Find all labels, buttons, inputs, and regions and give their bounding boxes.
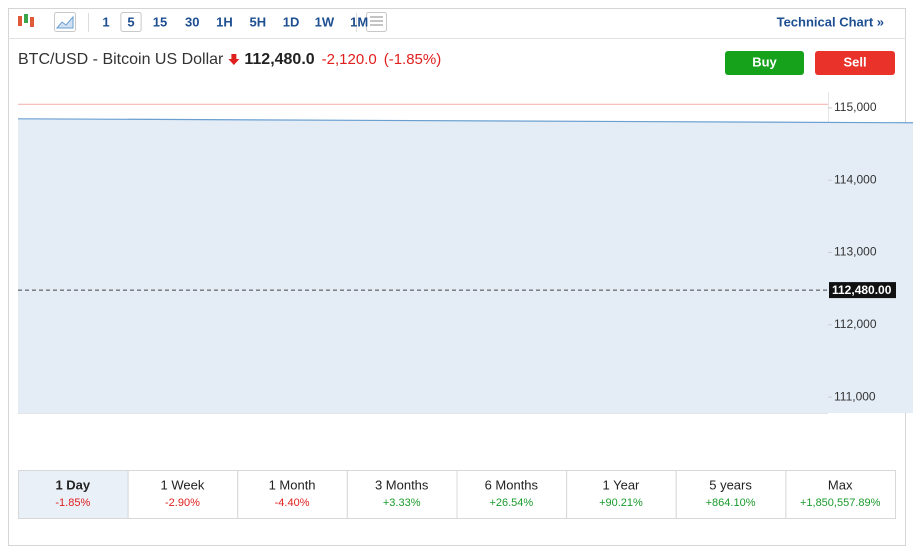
performance-change[interactable]: +1,850,557.89% bbox=[800, 497, 881, 509]
performance-cell[interactable] bbox=[566, 470, 677, 519]
interval-button[interactable]: 1H bbox=[216, 14, 233, 29]
table-icon[interactable] bbox=[366, 12, 387, 32]
interval-button[interactable]: 15 bbox=[153, 14, 167, 29]
y-tick-label: 112,000 bbox=[834, 317, 877, 331]
y-tick-label: 113,000 bbox=[834, 245, 877, 259]
performance-cell[interactable] bbox=[456, 470, 568, 519]
performance-period[interactable]: 6 Months bbox=[485, 477, 539, 492]
interval-button[interactable]: 1M bbox=[350, 14, 368, 29]
instrument-title: BTC/USD - Bitcoin US Dollar bbox=[18, 51, 224, 68]
performance-cell[interactable] bbox=[785, 470, 896, 519]
sell-button[interactable] bbox=[815, 51, 895, 75]
y-tick-label: 115,000 bbox=[834, 100, 877, 114]
buy-button[interactable] bbox=[725, 51, 804, 75]
price-change: -2,120.0 bbox=[322, 51, 377, 68]
performance-cell[interactable] bbox=[346, 470, 458, 519]
performance-change[interactable]: -2.90% bbox=[165, 497, 200, 509]
price-area bbox=[18, 118, 913, 413]
performance-change[interactable]: +90.21% bbox=[599, 497, 643, 509]
performance-period[interactable]: Max bbox=[828, 477, 853, 492]
performance-period[interactable]: 1 Week bbox=[161, 477, 205, 492]
interval-button[interactable]: 5H bbox=[249, 14, 266, 29]
performance-period[interactable]: 3 Months bbox=[375, 477, 429, 492]
performance-cell[interactable] bbox=[675, 470, 787, 519]
y-tick-label: 114,000 bbox=[834, 172, 877, 186]
performance-period[interactable]: 1 Year bbox=[603, 477, 641, 492]
last-price-label: 112,480.00 bbox=[832, 283, 892, 297]
y-tick-label: 111,000 bbox=[834, 389, 876, 403]
interval-button[interactable]: 1D bbox=[283, 14, 300, 29]
buy-label[interactable]: Buy bbox=[752, 54, 777, 69]
performance-change[interactable]: -4.40% bbox=[275, 497, 310, 509]
performance-period[interactable]: 5 years bbox=[709, 477, 752, 492]
interval-button[interactable]: 1W bbox=[315, 14, 335, 29]
down-arrow bbox=[228, 54, 240, 65]
performance-period[interactable]: 1 Month bbox=[269, 477, 316, 492]
last-price-box bbox=[829, 282, 896, 299]
table-icon-lines bbox=[370, 16, 383, 26]
interval-button[interactable]: 30 bbox=[185, 14, 199, 29]
performance-change[interactable]: +26.54% bbox=[489, 497, 533, 509]
performance-period[interactable]: 1 Day bbox=[55, 477, 90, 492]
sell-label[interactable]: Sell bbox=[843, 54, 866, 69]
interval-button[interactable]: 5 bbox=[127, 14, 134, 29]
area-icon-shape bbox=[55, 15, 74, 29]
performance-cell[interactable] bbox=[237, 470, 348, 519]
technical-chart-link[interactable]: Technical Chart » bbox=[777, 14, 884, 29]
performance-cell[interactable] bbox=[127, 470, 239, 519]
performance-change[interactable]: +3.33% bbox=[383, 497, 421, 509]
performance-change[interactable]: -1.85% bbox=[55, 497, 90, 509]
price: 112,480.0 bbox=[244, 51, 314, 68]
interval-active[interactable] bbox=[120, 12, 142, 32]
performance-cell[interactable] bbox=[18, 470, 129, 519]
interval-button[interactable]: 1 bbox=[102, 14, 109, 29]
candle-icon[interactable] bbox=[18, 14, 34, 27]
performance-change[interactable]: +864.10% bbox=[706, 497, 756, 509]
price-change-percent: (-1.85%) bbox=[384, 51, 442, 68]
